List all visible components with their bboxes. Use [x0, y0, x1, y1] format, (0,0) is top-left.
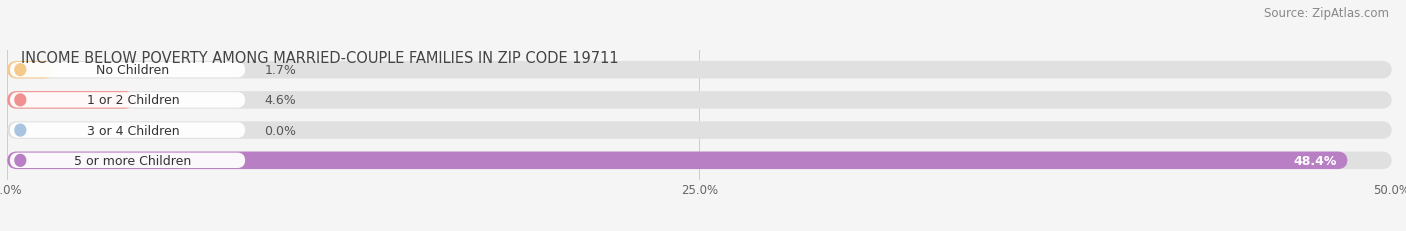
Text: 1 or 2 Children: 1 or 2 Children [87, 94, 180, 107]
Text: 5 or more Children: 5 or more Children [75, 154, 191, 167]
Text: INCOME BELOW POVERTY AMONG MARRIED-COUPLE FAMILIES IN ZIP CODE 19711: INCOME BELOW POVERTY AMONG MARRIED-COUPL… [21, 51, 619, 66]
FancyBboxPatch shape [7, 62, 1392, 79]
Text: 3 or 4 Children: 3 or 4 Children [87, 124, 180, 137]
FancyBboxPatch shape [7, 92, 1392, 109]
FancyBboxPatch shape [10, 153, 245, 168]
Text: 0.0%: 0.0% [264, 124, 297, 137]
FancyBboxPatch shape [7, 62, 53, 79]
Circle shape [15, 155, 25, 167]
Circle shape [15, 125, 25, 137]
Circle shape [15, 94, 25, 106]
Text: Source: ZipAtlas.com: Source: ZipAtlas.com [1264, 7, 1389, 20]
Circle shape [15, 64, 25, 76]
Text: 48.4%: 48.4% [1294, 154, 1337, 167]
FancyBboxPatch shape [7, 122, 1392, 139]
FancyBboxPatch shape [10, 63, 245, 78]
Text: No Children: No Children [97, 64, 170, 77]
FancyBboxPatch shape [10, 123, 245, 138]
Text: 4.6%: 4.6% [264, 94, 297, 107]
FancyBboxPatch shape [7, 152, 1347, 169]
FancyBboxPatch shape [7, 152, 1392, 169]
FancyBboxPatch shape [10, 93, 245, 108]
Text: 1.7%: 1.7% [264, 64, 297, 77]
FancyBboxPatch shape [7, 92, 135, 109]
